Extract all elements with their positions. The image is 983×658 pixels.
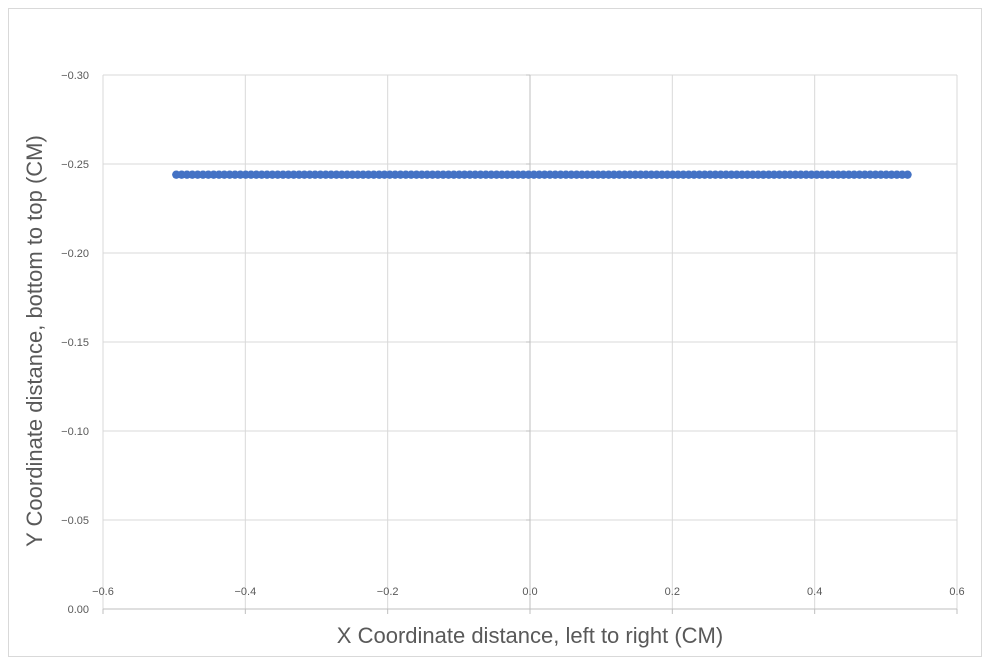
data-points	[172, 170, 912, 179]
y-tick-label: −0.25	[61, 159, 89, 171]
x-tick-label: −0.4	[234, 586, 256, 598]
x-tick-label: 0.2	[665, 586, 680, 598]
y-tick-label: −0.10	[61, 426, 89, 438]
y-axis-title: Y Coordinate distance, bottom to top (CM…	[22, 135, 47, 547]
x-tick-label: −0.2	[377, 586, 399, 598]
y-tick-labels: 0.00 −0.05 −0.10 −0.15 −0.20 −0.25 −0.30	[61, 70, 89, 616]
x-axis-title: X Coordinate distance, left to right (CM…	[337, 623, 723, 648]
data-point	[903, 170, 912, 179]
x-tick-label: −0.6	[92, 586, 114, 598]
x-tick-labels: −0.6 −0.4 −0.2 0.0 0.2 0.4 0.6	[92, 586, 965, 598]
x-tick-label: 0.6	[949, 586, 964, 598]
axes	[102, 74, 958, 614]
x-tick-label: 0.4	[807, 586, 822, 598]
y-tick-label: −0.20	[61, 248, 89, 260]
x-tick-label: 0.0	[522, 586, 537, 598]
y-tick-label: −0.30	[61, 70, 89, 82]
chart-frame	[8, 8, 982, 657]
y-tick-label: −0.15	[61, 337, 89, 349]
y-tick-label: 0.00	[68, 604, 89, 616]
y-tick-label: −0.05	[61, 515, 89, 527]
